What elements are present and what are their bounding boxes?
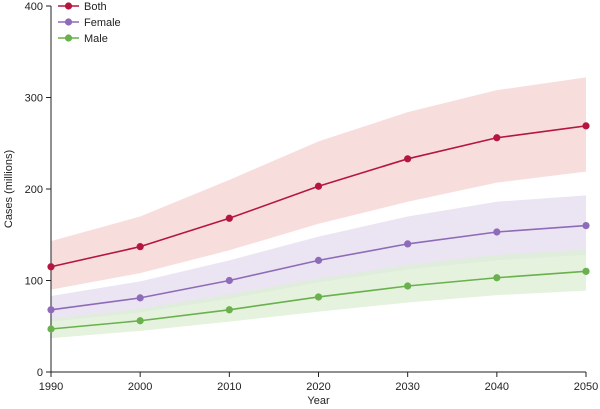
x-tick-label: 2030 xyxy=(395,381,419,393)
point-female xyxy=(47,306,55,314)
point-both xyxy=(404,155,412,163)
x-tick-label: 1990 xyxy=(39,381,63,393)
point-female xyxy=(493,228,501,236)
x-axis-title: Year xyxy=(307,395,330,407)
legend-marker-female xyxy=(64,18,73,26)
y-axis-ticks: 0 100 200 300 400 xyxy=(25,1,51,379)
x-axis-ticks: 1990 2000 2010 2020 2030 2040 2050 xyxy=(39,372,598,393)
legend-label-female: Female xyxy=(84,17,121,29)
y-tick-label: 100 xyxy=(25,276,43,288)
point-male xyxy=(582,267,590,275)
y-tick-label: 400 xyxy=(25,1,43,13)
point-female xyxy=(136,294,144,302)
x-tick-label: 2040 xyxy=(485,381,509,393)
point-male xyxy=(404,282,412,290)
point-both xyxy=(314,182,323,190)
legend-marker-male xyxy=(64,34,73,42)
point-female xyxy=(314,256,323,264)
point-female xyxy=(225,276,233,285)
x-tick-label: 2020 xyxy=(306,381,330,393)
y-axis-title: Cases (millions) xyxy=(3,150,15,228)
series-points xyxy=(47,122,590,333)
point-male xyxy=(314,293,323,301)
point-female xyxy=(582,222,590,230)
legend-marker-both xyxy=(64,2,73,10)
point-both xyxy=(582,122,590,130)
legend: Both Female Male xyxy=(58,1,121,45)
point-female xyxy=(404,240,412,248)
x-tick-label: 2050 xyxy=(574,381,598,393)
point-male xyxy=(47,325,55,333)
y-tick-label: 200 xyxy=(25,184,43,196)
point-both xyxy=(136,243,144,251)
y-tick-label: 0 xyxy=(37,367,43,379)
x-tick-label: 2000 xyxy=(128,381,152,393)
point-male xyxy=(136,317,144,325)
point-male xyxy=(225,306,233,314)
legend-label-male: Male xyxy=(84,33,108,45)
point-both xyxy=(225,214,233,222)
y-tick-label: 300 xyxy=(25,93,43,105)
point-both xyxy=(47,263,55,271)
legend-label-both: Both xyxy=(84,1,107,13)
x-tick-label: 2010 xyxy=(217,381,241,393)
point-male xyxy=(493,274,501,282)
point-both xyxy=(493,134,501,142)
